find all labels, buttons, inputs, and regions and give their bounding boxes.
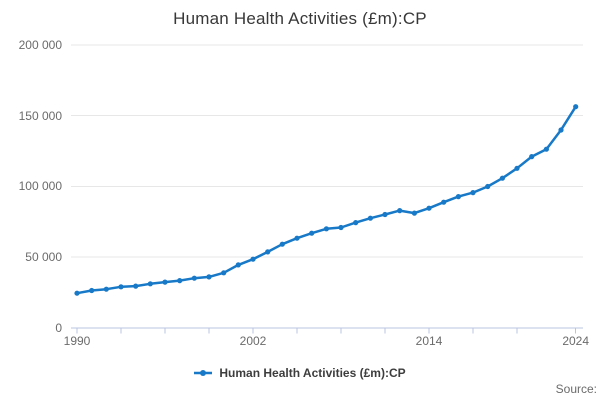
source-label: Source: [555,382,597,396]
data-point-2014 [426,205,432,211]
legend-label: Human Health Activities (£m):CP [219,366,406,380]
data-point-2009 [353,220,359,226]
y-axis-tick-label: 100 000 [18,179,62,194]
data-point-1993 [118,284,124,290]
data-point-1996 [162,279,168,285]
data-point-2011 [382,211,388,218]
data-point-2006 [309,230,315,236]
data-point-2021 [529,154,535,160]
data-point-2016 [455,194,461,200]
data-point-1999 [206,274,212,280]
data-point-2022 [543,146,550,152]
data-point-2013 [411,210,417,216]
data-point-1997 [177,278,183,284]
y-axis-tick-label: 0 [55,320,62,335]
x-axis-tick-label: 1990 [63,334,91,348]
data-point-1995 [147,281,153,287]
data-point-2024 [573,104,579,110]
data-point-1994 [133,283,139,289]
x-axis-tick-label: 2002 [239,334,267,348]
data-point-2004 [279,241,285,247]
data-point-1998 [191,275,197,281]
data-point-2010 [367,215,373,221]
data-point-2001 [235,262,241,268]
data-point-1991 [89,287,95,294]
x-axis-tick-label: 2024 [562,334,590,348]
data-point-2000 [221,270,227,276]
data-point-2020 [514,165,520,171]
y-axis-tick-label: 200 000 [18,38,62,52]
data-point-2003 [265,249,271,255]
data-point-2015 [441,199,447,205]
data-point-2017 [470,190,476,196]
data-point-2002 [250,256,256,262]
data-point-2018 [485,183,491,190]
chart-title: Human Health Activities (£m):CP [173,9,427,28]
data-point-2005 [294,235,300,241]
data-point-1990 [74,290,80,296]
y-axis-tick-label: 50 000 [25,250,62,265]
data-point-2008 [338,224,344,231]
data-point-2019 [499,175,505,181]
data-point-2012 [397,208,403,214]
data-line [75,105,577,295]
legend: Human Health Activities (£m):CP [0,364,600,382]
x-axis-tick-label: 2014 [415,334,443,348]
data-point-2023 [558,127,564,133]
y-axis-tick-label: 150 000 [18,108,62,123]
legend-line-marker-icon [194,370,213,376]
data-point-1992 [103,286,109,292]
data-point-2007 [323,226,329,232]
